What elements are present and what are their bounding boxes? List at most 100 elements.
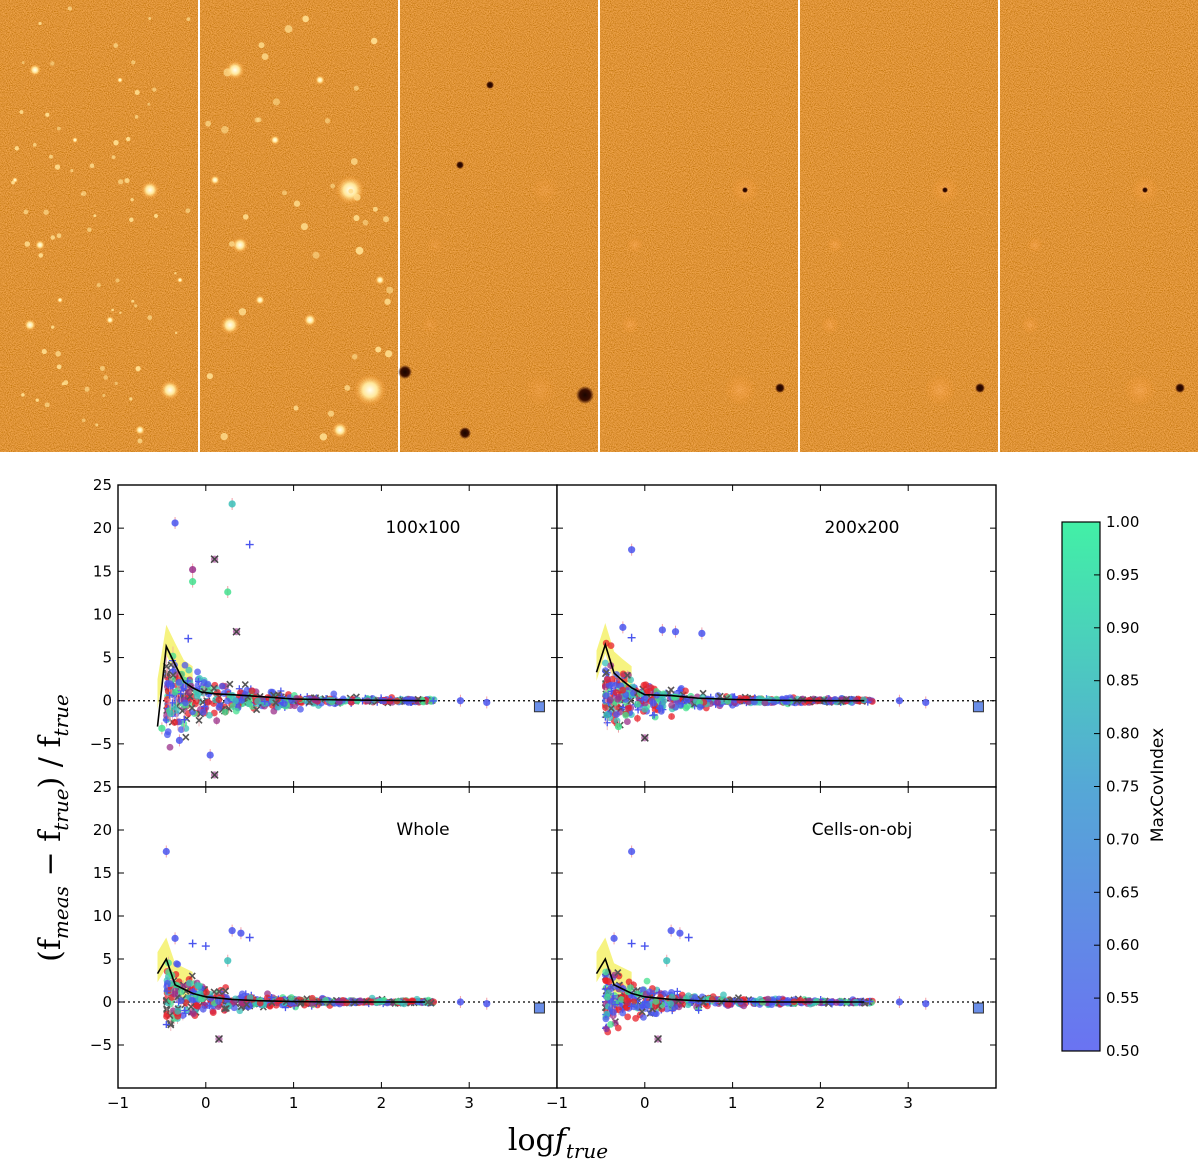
outlier-point xyxy=(189,578,197,586)
image-cutout-strip xyxy=(0,0,1198,452)
data-point xyxy=(230,1004,238,1012)
data-point-plus xyxy=(166,691,174,699)
ylabel-open: (f xyxy=(33,937,68,962)
data-point-x xyxy=(627,697,635,705)
y-tick-label: 0 xyxy=(102,993,112,1011)
outlier-point xyxy=(628,546,636,554)
source-blob xyxy=(35,240,45,250)
source-blob xyxy=(160,380,180,400)
data-point xyxy=(207,994,215,1002)
data-point xyxy=(194,1002,202,1010)
data-point xyxy=(209,1009,217,1017)
outlier-point xyxy=(456,697,465,705)
data-point-plus xyxy=(261,698,269,706)
data-point-plus xyxy=(751,999,759,1007)
data-point xyxy=(223,697,231,705)
data-point xyxy=(625,704,632,712)
data-point xyxy=(215,696,223,704)
panel-frame xyxy=(117,786,558,1089)
data-point xyxy=(646,988,653,996)
data-point-plus xyxy=(181,1006,189,1014)
data-point xyxy=(308,994,316,1002)
outlier-x xyxy=(210,555,219,564)
outlier-point xyxy=(658,626,666,634)
outlier-x xyxy=(214,1034,224,1044)
data-point xyxy=(668,713,675,720)
running-mean-line xyxy=(156,643,426,727)
data-point xyxy=(313,696,320,704)
data-point-plus xyxy=(184,677,192,685)
running-mean-line xyxy=(156,957,426,1003)
panel-title: Cells-on-obj xyxy=(812,820,913,840)
data-point xyxy=(173,960,181,968)
data-point-x xyxy=(607,704,615,713)
data-point xyxy=(188,996,196,1004)
x-tick-label: 3 xyxy=(464,1094,474,1112)
cutout-panel xyxy=(800,0,998,452)
data-point xyxy=(691,994,699,1001)
scatter-panel: Cells-on-obj −1 0 1 2 3 xyxy=(546,786,997,1112)
outlier-point xyxy=(456,998,465,1006)
data-point xyxy=(274,703,282,711)
source-blob xyxy=(354,374,386,406)
data-point xyxy=(741,695,749,703)
outlier-point xyxy=(676,929,684,937)
residual-blob xyxy=(975,383,985,393)
source-blob xyxy=(303,313,317,327)
data-point-plus xyxy=(638,696,646,704)
data-point xyxy=(174,1007,182,1015)
data-point xyxy=(185,666,193,674)
data-point xyxy=(657,707,665,715)
residual-blob xyxy=(1175,383,1185,393)
data-point xyxy=(614,1024,622,1032)
cutout-panel xyxy=(0,0,198,452)
data-point-x xyxy=(226,680,234,688)
colorbar-tick-label: 0.70 xyxy=(1106,830,1139,848)
data-point xyxy=(189,1010,197,1017)
colorbar-tick-label: 0.75 xyxy=(1106,778,1139,796)
data-point xyxy=(696,703,704,711)
data-point xyxy=(308,999,316,1007)
outlier-x xyxy=(640,733,649,742)
data-point xyxy=(651,1010,659,1017)
source-blob xyxy=(255,295,265,305)
data-point-plus xyxy=(641,999,649,1007)
outlier-plus xyxy=(627,939,636,948)
colorbar-tick-label: 0.60 xyxy=(1106,936,1139,954)
residual-blob xyxy=(456,161,464,169)
data-point xyxy=(241,691,249,698)
outlier-plus xyxy=(245,933,254,942)
data-point xyxy=(603,993,611,1001)
data-point-x xyxy=(297,998,305,1007)
data-point xyxy=(667,1000,675,1008)
data-point xyxy=(266,1002,274,1010)
data-point xyxy=(601,659,609,667)
data-point-x xyxy=(272,699,280,707)
source-blob xyxy=(315,75,325,85)
colorbar: 1.00 0.95 0.90 0.85 0.80 0.75 0.70 0.65 0.60 0.55… xyxy=(1061,513,1168,1060)
data-point xyxy=(647,684,655,692)
outlier-point xyxy=(171,519,179,527)
data-point xyxy=(619,686,627,694)
data-point xyxy=(171,719,178,726)
data-point xyxy=(185,688,193,696)
data-point-plus xyxy=(377,695,385,703)
data-point xyxy=(194,668,201,676)
y-tick-label: 25 xyxy=(93,778,112,796)
x-tick-label: 2 xyxy=(377,1094,387,1112)
data-point xyxy=(230,998,238,1006)
data-point-x xyxy=(221,1005,229,1013)
outlier-x xyxy=(210,770,219,779)
data-point xyxy=(714,698,722,706)
data-point xyxy=(660,697,668,705)
residual-blob xyxy=(486,81,494,89)
data-point xyxy=(630,1003,638,1011)
data-point xyxy=(238,990,246,998)
data-point xyxy=(181,661,189,669)
outlier-point xyxy=(224,957,232,965)
data-point-x xyxy=(200,687,208,696)
outlier-point xyxy=(922,698,930,707)
data-point xyxy=(650,699,657,707)
data-point xyxy=(603,676,611,683)
data-point-x xyxy=(674,997,682,1005)
